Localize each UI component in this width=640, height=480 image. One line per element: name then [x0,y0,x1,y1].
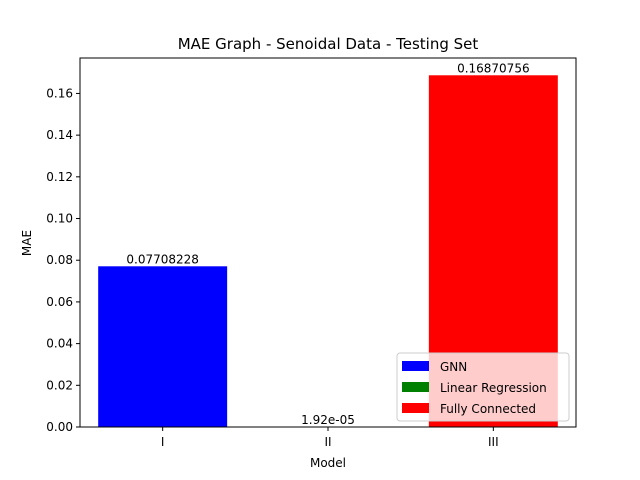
x-tick-label: I [161,435,165,449]
data-label-I: 0.07708228 [126,252,199,266]
x-axis: I II III [161,427,499,449]
y-tick-label: 0.10 [46,212,73,226]
legend-swatch [402,403,429,413]
bar-I [98,266,228,427]
x-tick-label: II [324,435,331,449]
chart-title: MAE Graph - Senoidal Data - Testing Set [178,35,479,53]
y-tick-label: 0.02 [46,378,73,392]
legend-label: GNN [440,360,467,374]
plot-frame [79,57,577,428]
y-tick-label: 0.08 [46,253,73,267]
legend-label: Linear Regression [440,381,547,395]
x-axis-label: Model [310,456,346,470]
y-tick-label: 0.16 [46,86,73,100]
y-tick-label: 0.04 [46,337,73,351]
data-label-II: 1.92e-05 [301,413,355,427]
legend-swatch [402,382,429,392]
y-axis-label: MAE [20,230,34,256]
y-tick-label: 0.06 [46,295,73,309]
legend-box [396,352,570,422]
x-tick-label: III [488,435,499,449]
legend-label: Fully Connected [440,402,536,416]
y-tick-label: 0.12 [46,170,73,184]
y-tick-label: 0.14 [46,128,73,142]
y-axis: 0.00 0.02 0.04 0.06 0.08 0.10 0.12 0.14 0.16 [46,86,80,434]
legend: GNN Linear Regression Fully Connected [396,352,570,422]
data-label-III: 0.16870756 [457,61,530,75]
y-tick-label: 0.00 [46,420,73,434]
data-labels-group: 0.07708228 1.92e-05 0.16870756 [126,61,529,427]
legend-swatch [402,361,429,371]
